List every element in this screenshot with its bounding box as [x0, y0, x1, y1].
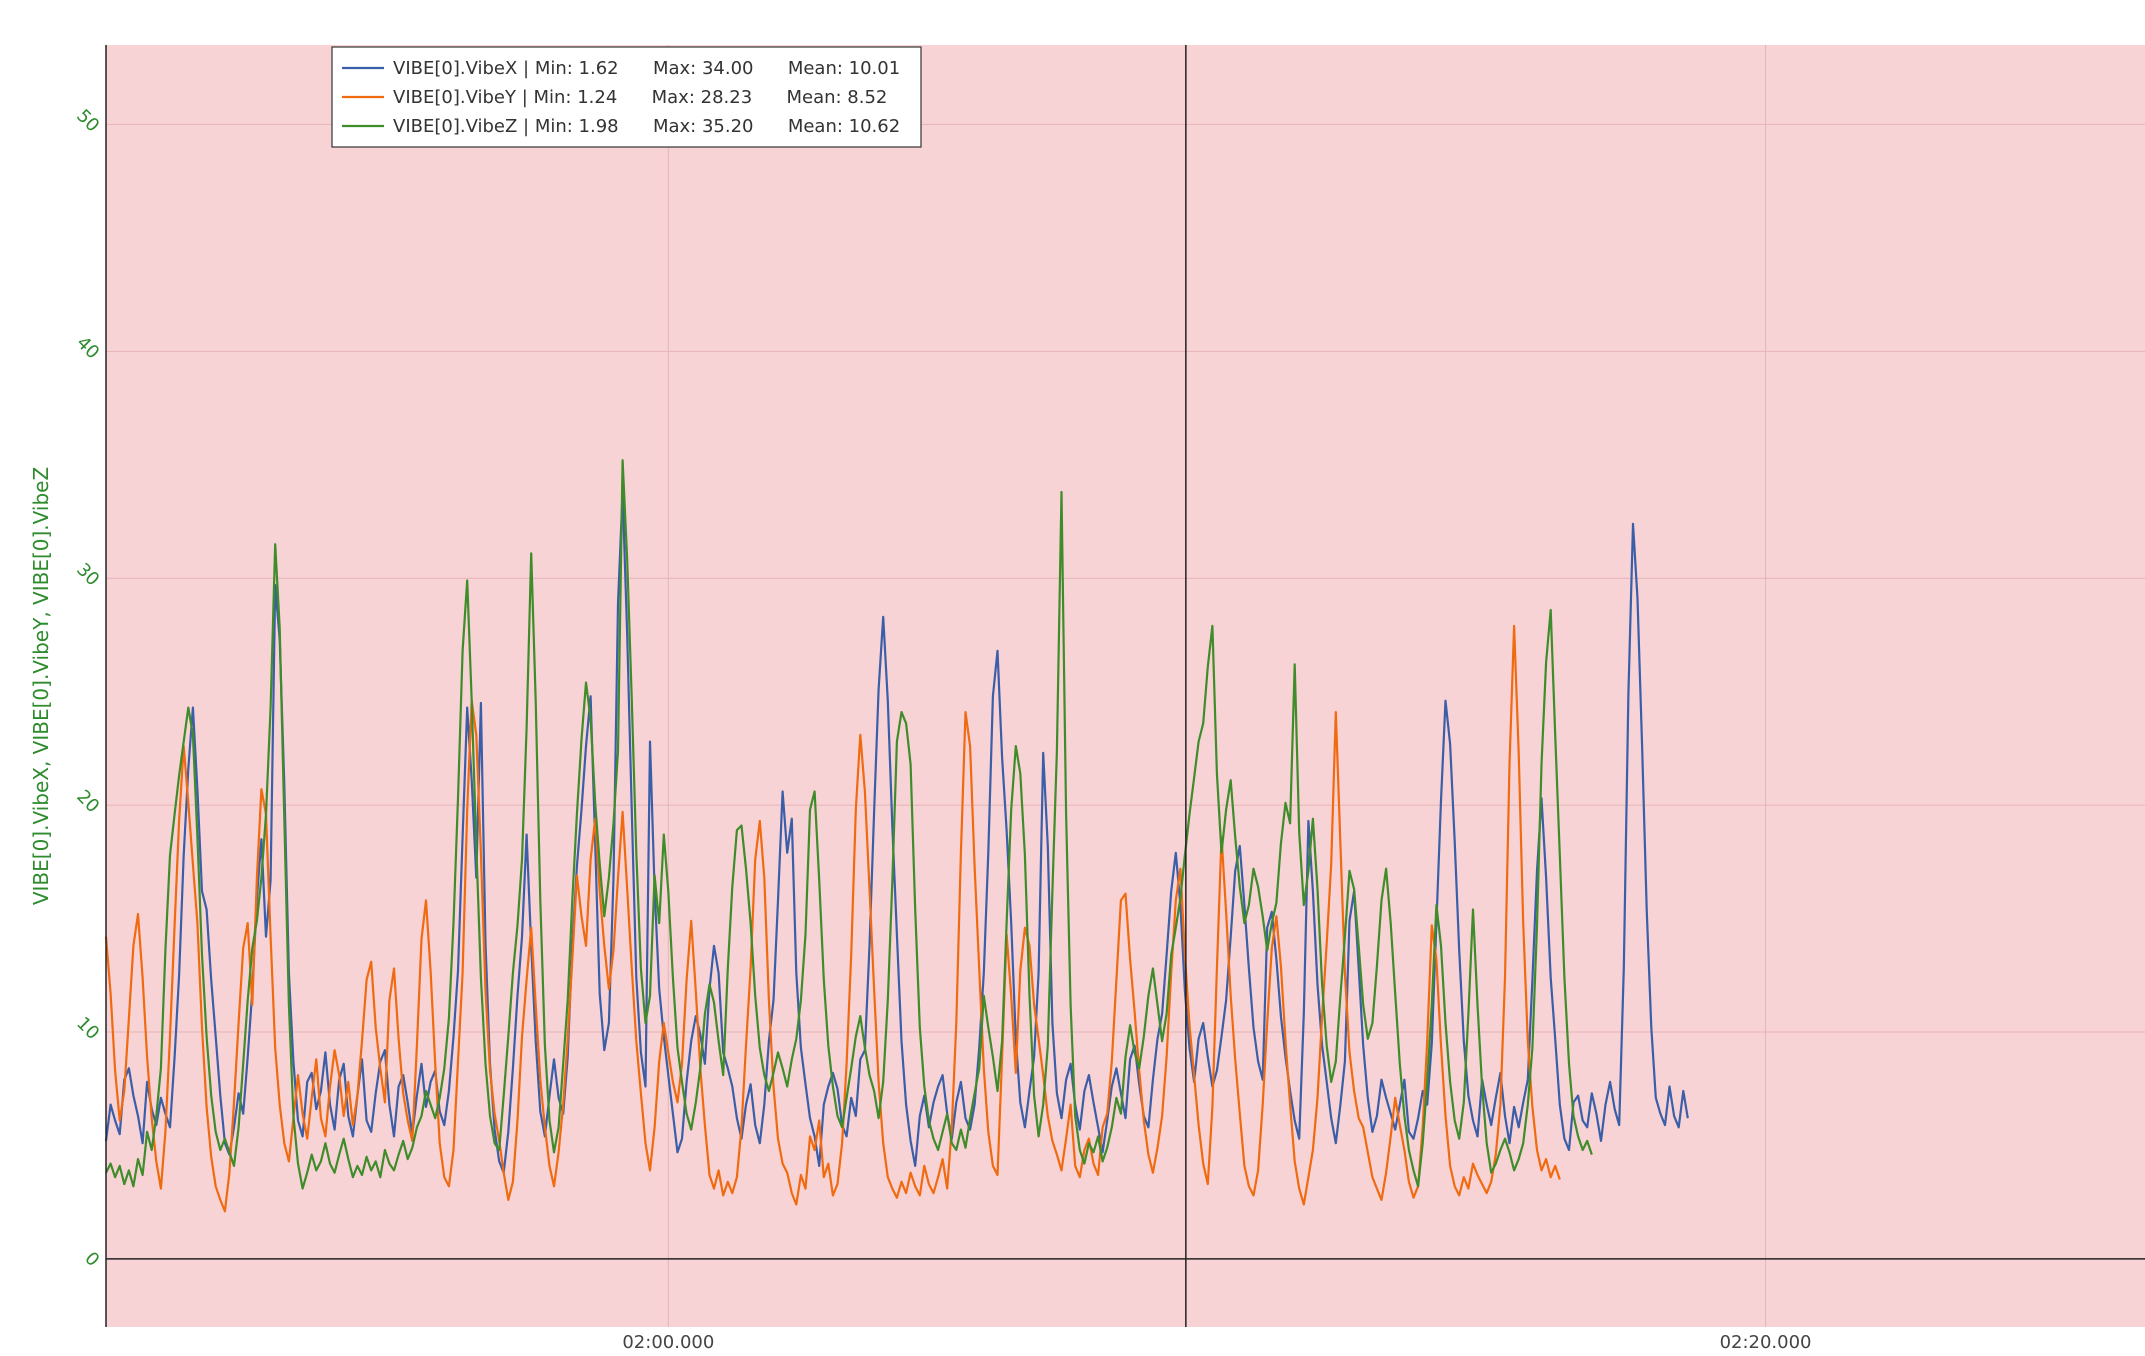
x-tick-label: 02:00.000 — [622, 1332, 714, 1353]
grid-lines — [106, 45, 2145, 1327]
legend-box — [331, 46, 922, 148]
y-tick-label: 0 — [80, 1248, 103, 1271]
y-tick-label: 40 — [72, 332, 103, 363]
y-tick-label: 50 — [72, 105, 103, 136]
x-tick-label: 02:20.000 — [1720, 1332, 1812, 1353]
legend-entry-vibe-0-vibex[interactable]: VIBE[0].VibeX | Min: 1.62 Max: 34.00 Mea… — [393, 58, 900, 79]
legend[interactable]: VIBE[0].VibeX | Min: 1.62 Max: 34.00 Mea… — [331, 46, 922, 148]
legend-entry-vibe-0-vibez[interactable]: VIBE[0].VibeZ | Min: 1.98 Max: 35.20 Mea… — [393, 116, 900, 137]
legend-entry-vibe-0-vibey[interactable]: VIBE[0].VibeY | Min: 1.24 Max: 28.23 Mea… — [393, 87, 887, 108]
y-tick-label: 10 — [72, 1013, 103, 1044]
y-axis-label: VIBE[0].VibeX, VIBE[0].VibeY, VIBE[0].Vi… — [29, 467, 53, 905]
plot-area[interactable] — [104, 45, 2145, 1327]
y-tick-label: 30 — [72, 559, 103, 590]
series-line-vibe-0-vibez[interactable] — [105, 459, 1593, 1190]
x-axis-ticks: 02:00.000 02:20.000 — [622, 1332, 1811, 1353]
y-tick-label: 20 — [72, 786, 103, 817]
series-line-vibe-0-vibey[interactable] — [104, 624, 1561, 1213]
series-layer — [104, 459, 1689, 1213]
y-axis-ticks: 0 10 20 30 40 50 — [72, 105, 103, 1271]
